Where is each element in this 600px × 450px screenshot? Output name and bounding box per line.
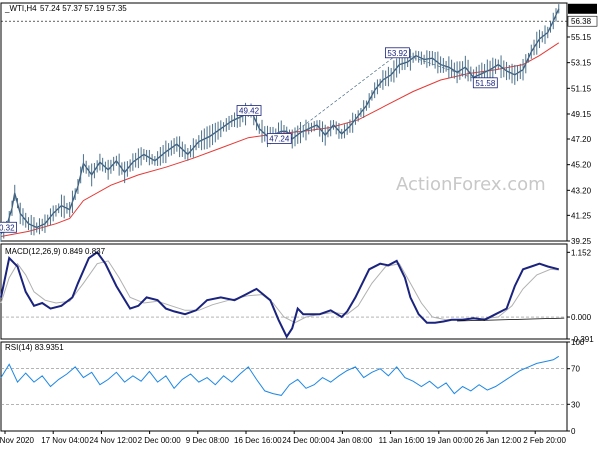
rsi-y-tick-label: 70 — [571, 365, 580, 374]
pivot-label-box — [472, 77, 498, 89]
x-tick-label: 26 Jan 12:00 — [475, 436, 522, 445]
x-tick-label: 11 Jan 16:00 — [379, 436, 425, 445]
chart-header-quote: 57.24 57.37 57.19 57.35 — [40, 4, 127, 13]
macd-y-tick-label: 0.000 — [571, 313, 592, 322]
pivot-label: 51.58 — [475, 79, 496, 88]
pivot-label-box — [266, 133, 292, 144]
rsi-y-tick-label: 30 — [571, 400, 580, 409]
price-pane: 40.32 47.24 49.42 53.92 51.58 — [0, 4, 560, 242]
trend-line-dashed — [286, 52, 400, 139]
pivot-label-box — [0, 221, 17, 233]
rsi-label: RSI(14) 83.9351 — [5, 343, 64, 352]
x-tick-label: 24 Nov 12:00 — [89, 436, 137, 445]
y-tick-label: 41.25 — [571, 211, 592, 220]
macd-label: MACD(12,26,9) 0.849 0.837 — [5, 247, 106, 256]
y-tick-label: 47.20 — [571, 135, 592, 144]
pivot-label: 53.92 — [387, 49, 408, 58]
pane-frame-1 — [0, 243, 568, 340]
macd-pane — [0, 250, 565, 339]
pivot-label-box — [384, 47, 410, 59]
pane-frame-2 — [0, 341, 568, 432]
x-tick-label: 9 Dec 08:00 — [186, 436, 230, 445]
x-tick-label: 24 Dec 00:00 — [282, 436, 330, 445]
current-price-box — [568, 3, 597, 14]
pane-frames — [0, 2, 568, 432]
rsi-y-tick-label: 100 — [571, 338, 585, 347]
ref-price-box — [567, 15, 598, 27]
rsi-line — [0, 355, 560, 396]
x-tick-label: 2 Feb 20:00 — [523, 436, 566, 445]
y-tick-label: 39.25 — [571, 237, 592, 246]
pivot-label: 40.32 — [0, 223, 15, 232]
y-tick-label: 49.15 — [571, 110, 592, 119]
x-tick-label: 19 Jan 00:00 — [427, 436, 474, 445]
x-tick-label: 17 Nov 04:00 — [41, 436, 89, 445]
y-tick-label: 43.20 — [571, 186, 592, 195]
pivot-label: 49.42 — [239, 107, 260, 116]
chart-header-symbol: _WTI,H4 — [4, 4, 37, 13]
trend-line-dashed — [399, 52, 488, 84]
ref-price-label: 56.38 — [571, 17, 592, 26]
rsi-y-tick-label: 0 — [571, 427, 576, 436]
x-tick-label: 16 Dec 16:00 — [234, 436, 282, 445]
y-tick-label: 55.15 — [571, 33, 592, 42]
macd-line — [0, 250, 560, 339]
y-tick-label: 45.20 — [571, 161, 592, 170]
watermark: ActionForex.com — [396, 174, 546, 195]
rsi-pane — [0, 355, 560, 396]
x-tick-label: 2 Dec 00:00 — [138, 436, 182, 445]
macd-y-tick-label: 1.152 — [571, 248, 592, 257]
current-price-label: 57.35 — [571, 5, 592, 14]
y-tick-label: 51.15 — [571, 84, 592, 93]
macd-trend-line — [457, 317, 565, 322]
pivot-label-box — [236, 105, 262, 116]
pivot-label: 47.24 — [269, 134, 290, 143]
y-tick-label: 53.15 — [571, 59, 592, 68]
pane-frame-0 — [0, 2, 568, 242]
x-tick-label: 9 Nov 2020 — [0, 436, 34, 445]
x-tick-label: 4 Jan 08:00 — [330, 436, 372, 445]
macd-y-tick-label: -0.391 — [571, 335, 594, 344]
